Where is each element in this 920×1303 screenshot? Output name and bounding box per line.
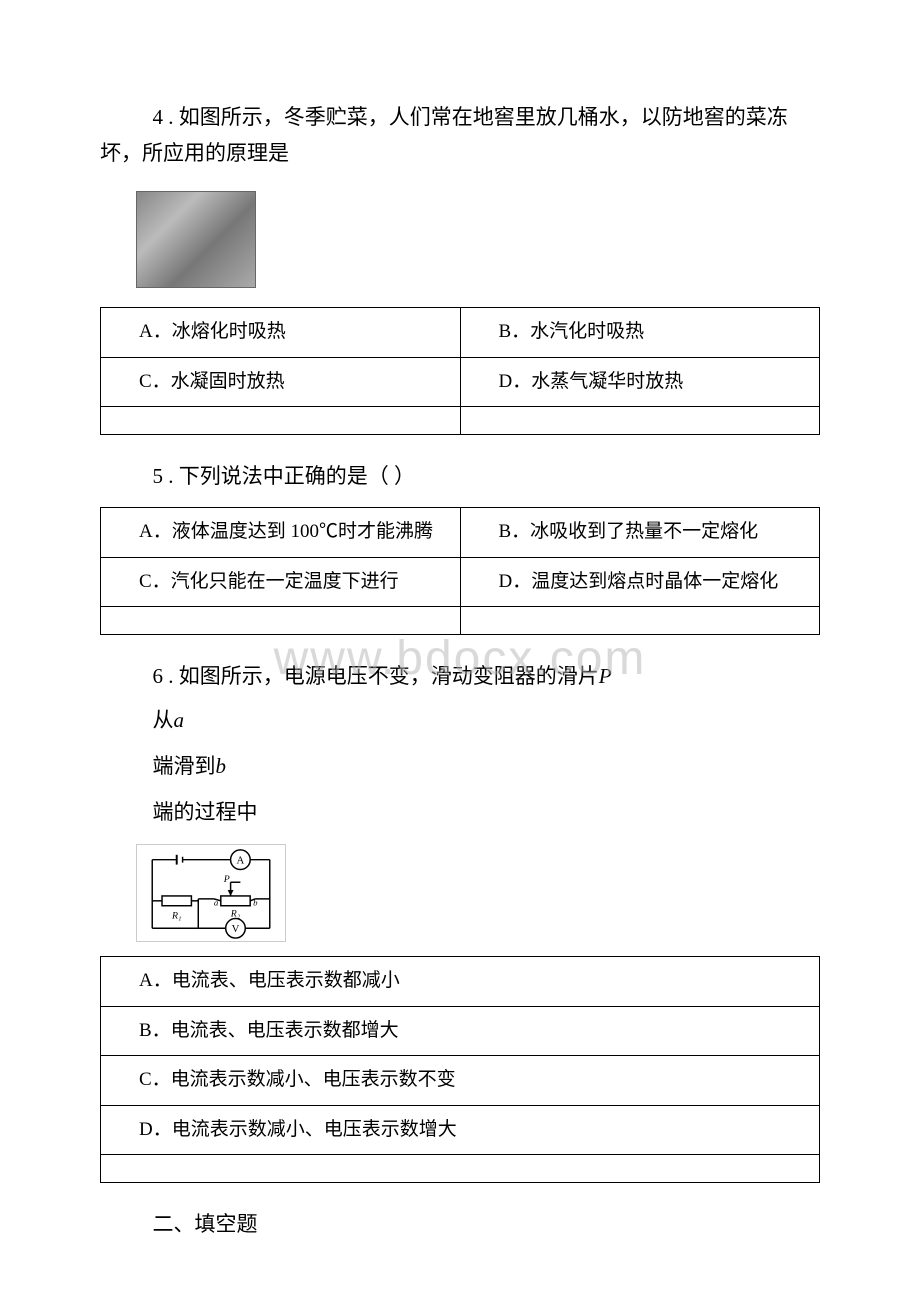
q6-block: www.bdocx.com 6 . 如图所示，电源电压不变，滑动变阻器的滑片P … (100, 659, 820, 1183)
q6-options-table: A．电流表、电压表示数都减小 B．电流表、电压表示数都增大 C．电流表示数减小、… (100, 956, 820, 1183)
q5-options-table: A．液体温度达到 100℃时才能沸腾 B．冰吸收到了热量不一定熔化 C．汽化只能… (100, 507, 820, 635)
svg-text:a: a (214, 898, 219, 908)
empty-cell (101, 607, 461, 635)
svg-text:A: A (236, 855, 244, 867)
q6-text-part1: 6 . 如图所示，电源电压不变，滑动变阻器的滑片 (153, 664, 599, 688)
q6-line3: 端滑到b (100, 747, 820, 787)
svg-text:P: P (223, 875, 230, 886)
q5-option-c: C．汽化只能在一定温度下进行 (101, 557, 461, 607)
q6-var-p: P (599, 664, 612, 688)
table-row: C．水凝固时放热 D．水蒸气凝华时放热 (101, 357, 820, 407)
q5-option-d: D．温度达到熔点时晶体一定熔化 (460, 557, 820, 607)
q4-text: 4 . 如图所示，冬季贮菜，人们常在地窖里放几桶水，以防地窖的菜冻坏，所应用的原… (100, 100, 820, 171)
q4-options-table: A．冰熔化时吸热 B．水汽化时吸热 C．水凝固时放热 D．水蒸气凝华时放热 (100, 307, 820, 435)
table-row: A．液体温度达到 100℃时才能沸腾 B．冰吸收到了热量不一定熔化 (101, 508, 820, 558)
q6-text: 6 . 如图所示，电源电压不变，滑动变阻器的滑片P (100, 659, 820, 695)
svg-text:V: V (232, 924, 240, 936)
table-row: B．电流表、电压表示数都增大 (101, 1006, 820, 1056)
q6-line4: 端的过程中 (100, 793, 820, 833)
q6-line2-a: 从 (153, 708, 174, 732)
q4-option-a: A．冰熔化时吸热 (101, 308, 461, 358)
table-row-empty (101, 407, 820, 435)
empty-cell (460, 607, 820, 635)
q6-option-b: B．电流表、电压表示数都增大 (101, 1006, 820, 1056)
q6-var-b: b (216, 754, 227, 778)
q4-image-cellar (136, 191, 256, 288)
q5-text: 5 . 下列说法中正确的是（ ） (100, 459, 820, 495)
q6-option-a: A．电流表、电压表示数都减小 (101, 957, 820, 1007)
q5-option-a: A．液体温度达到 100℃时才能沸腾 (101, 508, 461, 558)
table-row: C．电流表示数减小、电压表示数不变 (101, 1056, 820, 1106)
q6-line2: 从a (100, 701, 820, 741)
q6-var-a: a (174, 708, 185, 732)
q6-line3-a: 端滑到 (153, 754, 216, 778)
q4-option-d: D．水蒸气凝华时放热 (460, 357, 820, 407)
table-row-empty (101, 607, 820, 635)
q4-option-b: B．水汽化时吸热 (460, 308, 820, 358)
q6-option-c: C．电流表示数减小、电压表示数不变 (101, 1056, 820, 1106)
empty-cell (101, 1155, 820, 1183)
q5-option-b: B．冰吸收到了热量不一定熔化 (460, 508, 820, 558)
q6-option-d: D．电流表示数减小、电压表示数增大 (101, 1105, 820, 1155)
table-row: A．电流表、电压表示数都减小 (101, 957, 820, 1007)
table-row: A．冰熔化时吸热 B．水汽化时吸热 (101, 308, 820, 358)
svg-text:b: b (253, 898, 258, 908)
table-row: D．电流表示数减小、电压表示数增大 (101, 1105, 820, 1155)
empty-cell (460, 407, 820, 435)
svg-text:R₁: R₁ (171, 911, 181, 922)
section-2-heading: 二、填空题 (100, 1207, 820, 1243)
table-row-empty (101, 1155, 820, 1183)
q4-option-c: C．水凝固时放热 (101, 357, 461, 407)
q6-circuit-image: A R₁ P a b R₂ V (136, 844, 286, 942)
table-row: C．汽化只能在一定温度下进行 D．温度达到熔点时晶体一定熔化 (101, 557, 820, 607)
empty-cell (101, 407, 461, 435)
